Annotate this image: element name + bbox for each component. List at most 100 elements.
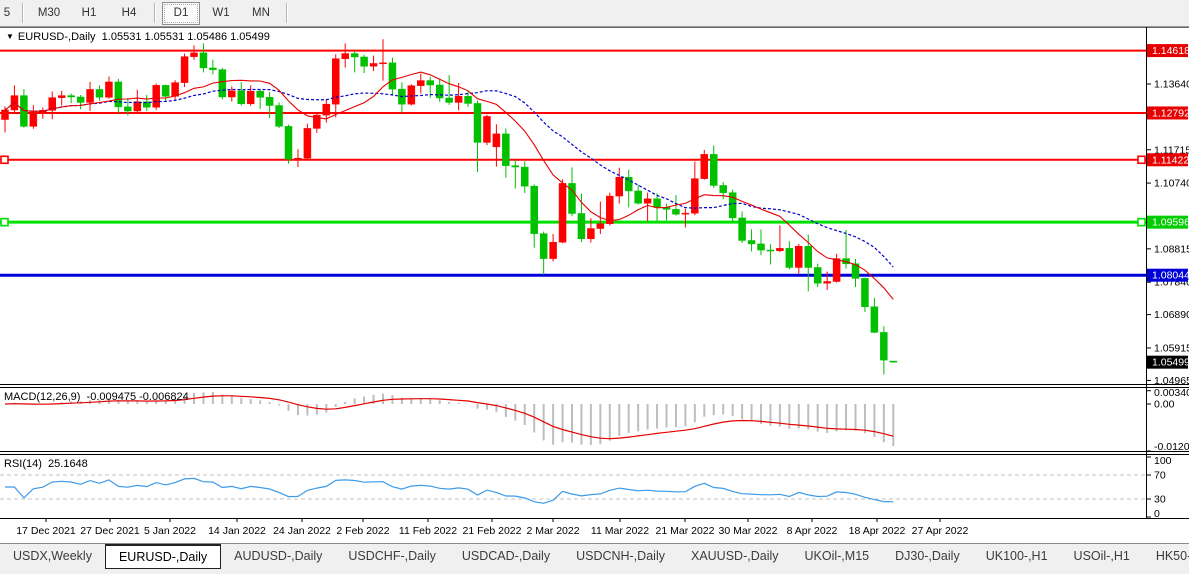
chart-tab-hk50-h1[interactable]: HK50-,H1 <box>1155 548 1189 563</box>
candle-body <box>832 258 841 282</box>
macd-signal-line <box>4 395 894 440</box>
candle-body <box>719 185 727 193</box>
candle-body <box>246 90 255 105</box>
candle-body <box>766 249 775 252</box>
candle-body <box>795 246 803 268</box>
candle-body <box>700 154 709 179</box>
candle-body <box>643 198 652 204</box>
candle-body <box>851 263 860 279</box>
chart-tab-usdx-weekly[interactable]: USDX,Weekly <box>13 548 92 563</box>
chart-tab-usoil-h1[interactable]: USOil-,H1 <box>1073 548 1130 563</box>
level-price-box <box>1147 44 1188 58</box>
axis-label: 0 <box>1154 508 1160 520</box>
chart-tab-ukoil-m15[interactable]: UKOil-,M15 <box>804 548 870 563</box>
time-axis-label: 17 Dec 2021 <box>16 525 76 537</box>
axis-label: 1.12792 <box>1152 107 1189 119</box>
chart-tab-usdcad-daily[interactable]: USDCAD-,Daily <box>461 548 551 563</box>
candle-body <box>454 96 463 103</box>
candle-body <box>738 217 746 241</box>
time-axis-label: 14 Jan 2022 <box>208 525 266 537</box>
candle-body <box>190 52 198 57</box>
candle-body <box>341 53 349 59</box>
candle-body <box>57 95 66 98</box>
timeframe-button-5[interactable]: 5 <box>3 7 11 19</box>
chart-tab-uk100-h1[interactable]: UK100-,H1 <box>985 548 1048 563</box>
chart-tab-usdcnh-daily[interactable]: USDCNH-,Daily <box>576 548 665 563</box>
candle-body <box>558 183 567 243</box>
candle-body <box>124 106 132 112</box>
chart-tab-dj30-daily[interactable]: DJ30-,Daily <box>895 548 960 563</box>
level-price-box <box>1147 215 1188 229</box>
time-axis-label: 18 Apr 2022 <box>849 525 906 537</box>
axis-label: 1.08044 <box>1152 270 1189 282</box>
candle-body <box>577 213 586 240</box>
candle-body <box>417 80 425 86</box>
rsi-label-overlay: RSI(14) 25.1648 <box>4 458 88 470</box>
axis-label: 30 <box>1154 494 1166 506</box>
candle-body <box>880 332 888 361</box>
candle-body <box>322 103 331 116</box>
axis-label: 1.05499 <box>1152 357 1189 369</box>
macd-indicator-name: MACD(12,26,9) <box>4 391 81 403</box>
candle-body <box>95 89 104 98</box>
candle-body <box>67 95 75 98</box>
axis-label: 1.13640 <box>1154 78 1189 90</box>
chart-tab-xauusd-daily[interactable]: XAUUSD-,Daily <box>690 548 779 563</box>
candle-body <box>804 246 812 268</box>
candle-body <box>596 223 605 229</box>
candle-body <box>672 209 680 215</box>
candle-body <box>549 241 557 259</box>
candle-body <box>407 85 416 105</box>
axis-label: 1.04965 <box>1154 375 1189 387</box>
candle-body <box>889 360 898 363</box>
timeframe-button-w1[interactable]: W1 <box>212 7 230 19</box>
chart-ohlc-values: 1.05531 1.05531 1.05486 1.05499 <box>101 31 270 43</box>
candle-body <box>521 166 529 187</box>
candle-body <box>483 116 491 143</box>
candle-body <box>294 157 302 160</box>
candle-body <box>492 133 501 148</box>
candle-body <box>388 62 397 90</box>
candle-body <box>606 195 614 224</box>
toolbar-separator <box>286 3 288 23</box>
timeframe-button-m30[interactable]: M30 <box>37 7 61 19</box>
rsi-indicator-name: RSI(14) <box>4 458 42 470</box>
chart-tab-audusd-daily[interactable]: AUDUSD-,Daily <box>234 548 323 563</box>
axis-label: 1.11422 <box>1152 154 1189 166</box>
chart-tabs-bar: USDX,Weekly EURUSD-,Daily AUDUSD-,Daily USD… <box>0 543 1189 574</box>
candle-body <box>615 177 623 197</box>
candle-body <box>539 233 548 259</box>
candle-body <box>86 89 94 103</box>
candle-body <box>76 96 85 103</box>
candle-body <box>105 81 113 98</box>
candle-body <box>870 306 879 333</box>
chart-tab-usdchf-daily[interactable]: USDCHF-,Daily <box>348 548 436 563</box>
level-price-box <box>1147 268 1188 282</box>
candle-body <box>284 126 293 160</box>
timeframe-button-h4[interactable]: H4 <box>121 7 137 19</box>
candle-body <box>332 58 340 105</box>
price-chart[interactable]: 1.136401.117151.107401.088151.078401.068… <box>0 27 1189 543</box>
candle-body <box>228 90 236 98</box>
candle-body <box>209 67 217 70</box>
candle-body <box>445 97 453 103</box>
timeframe-button-h1[interactable]: H1 <box>81 7 97 19</box>
candle-body <box>161 85 170 97</box>
axis-label: 1.14618 <box>1152 45 1189 57</box>
candle-body <box>171 82 179 97</box>
candle-body <box>218 69 227 98</box>
candle-body <box>502 133 510 166</box>
macd-label-overlay: MACD(12,26,9) -0.009475 -0.006824 <box>4 391 189 403</box>
time-axis-label: 2 Mar 2022 <box>526 525 579 537</box>
timeframe-button-d1[interactable]: D1 <box>162 1 200 25</box>
candle-body <box>369 63 378 67</box>
candle-body <box>426 80 434 86</box>
chart-tab-eurusd-daily[interactable]: EURUSD-,Daily <box>104 544 222 569</box>
candle-body <box>530 185 538 234</box>
level-handle <box>1137 155 1146 165</box>
collapse-indicator-icon[interactable]: ▼ <box>6 32 14 41</box>
time-axis-label: 5 Jan 2022 <box>144 525 196 537</box>
time-axis-label: 21 Feb 2022 <box>463 525 522 537</box>
timeframe-button-mn[interactable]: MN <box>252 7 270 19</box>
